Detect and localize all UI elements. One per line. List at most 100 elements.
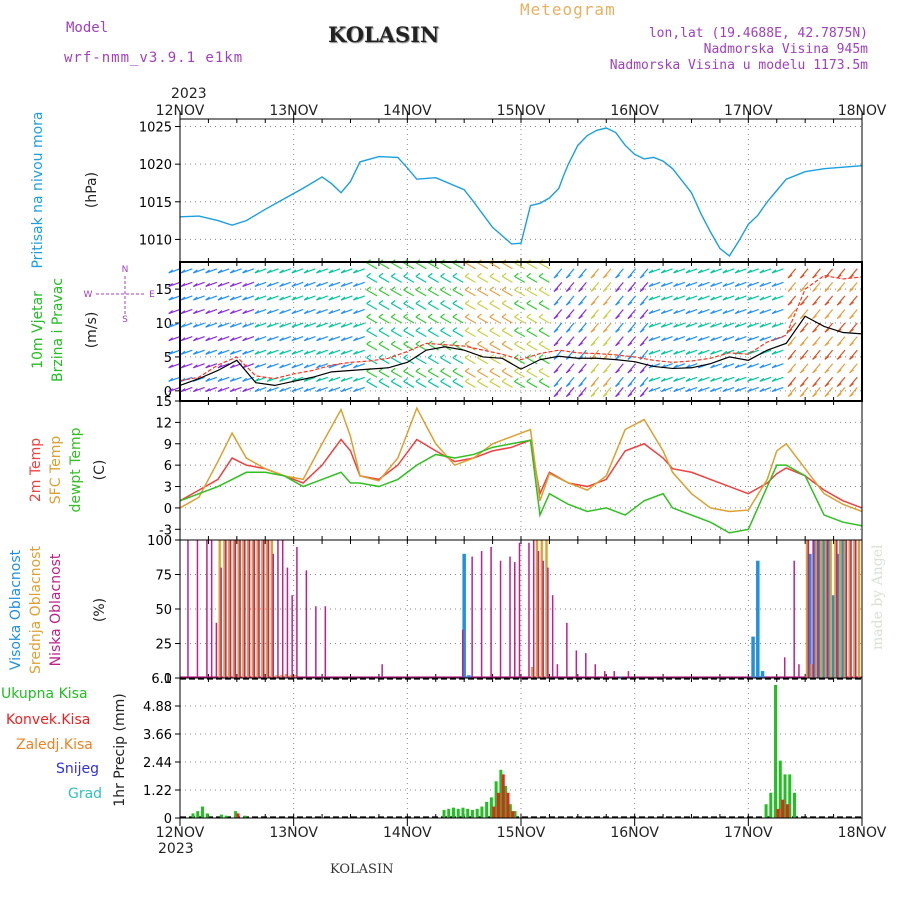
wind-barb [378,289,390,297]
wind-barb-flag [747,323,752,328]
wind-barb-flag [824,382,830,387]
cloud-bar [531,666,534,678]
wind-barb-flag [812,328,817,333]
wind-barb-flag [710,323,715,328]
cloud-bar [381,664,383,678]
cloud-bar [834,540,837,678]
wind-barb-flag [849,393,854,398]
precip-bar [234,811,238,818]
wind-barb-flag [254,364,260,369]
precip-bar [485,801,489,818]
wind-barb-flag [836,301,842,306]
wind-barb-flag [180,350,186,355]
cloud-bar [810,664,813,678]
wind-barb-flag [403,299,408,304]
wind-barb [489,357,501,365]
wind-barb-flag [378,354,384,359]
wind-barb-flag [477,272,482,277]
wind-barb-flag [602,369,608,374]
wind-barb-flag [759,310,765,315]
konvek-kisa-bars [236,774,789,818]
wind-barb-flag [590,393,596,398]
wind-barb-flag [602,382,608,387]
cloud-bar [265,540,269,678]
wind-barb [514,380,526,388]
wind-barb-flag [378,377,384,382]
wind-barb [390,380,402,388]
wind-barb-flag [849,274,854,279]
cloud-bar [490,546,492,678]
cloud-bar [263,540,265,678]
wind-barb-flag [526,299,532,304]
wind-barb-flag [787,369,793,374]
wind-barb-flag [242,296,247,301]
wind-barb-flag [771,269,777,274]
precip-bar [470,809,474,818]
wind-barb-flag [452,272,458,277]
wind-barb-flag [578,328,584,333]
wind-barb-flag [353,310,358,315]
wind-barb-flag [192,388,198,393]
wind-barb [403,380,415,388]
wind-barb-flag [452,313,458,318]
wind-barb [440,262,452,270]
wind-barb-flag [747,388,752,393]
wind-barb-flag [266,282,272,287]
precip-bar [205,813,209,818]
wind-barb-flag [168,282,174,287]
wind-barb-flag [452,354,458,359]
wind-barb-flag [771,282,777,287]
wind-barb-flag [340,282,346,287]
wind-barb-flag [477,367,482,372]
wind-barb [489,370,501,378]
wind-barb [538,316,550,324]
wind-barb-flag [242,350,247,355]
y-tick-label: 12 [155,416,172,431]
wind-barb [415,316,427,324]
wind-barb-flag [799,274,805,279]
wind-barb-flag [836,393,842,398]
cloud-bar [242,540,245,678]
y-tick-label: 50 [155,603,172,618]
wind-barb-flag [799,355,805,360]
wind-barb [415,262,427,270]
wind-barb-flag [217,282,223,287]
wind-barb-flag [710,350,715,355]
wind-barb-flag [217,323,223,328]
wind-barb-flag [771,350,777,355]
wind-barb-flag [759,388,765,393]
wind-barb-flag [747,377,752,382]
wind-barb-flag [565,315,571,320]
wind-barb-flag [673,350,678,355]
wind-barb-flag [747,337,752,342]
wind-barb-flag [578,382,584,387]
wind-barb-flag [192,282,198,287]
wind-barb-flag [787,382,793,387]
wind-barb-flag [279,296,284,301]
wind-barb-flag [328,337,334,342]
wind-barb-flag [291,388,297,393]
srednja-oblacnost-bars [218,540,861,678]
niska-oblacnost-bars [187,540,857,678]
y-tick-label: 6 [164,459,172,474]
wind-barb-flag [787,288,793,293]
wind-barb-flag [734,388,740,393]
wind-barb-flag [303,282,309,287]
wind-barb-flag [771,310,777,315]
cloud-bar [556,664,559,678]
wind-barb-flag [477,340,482,345]
wind-barb-flag [849,369,854,374]
wind-barb [403,262,415,270]
wind-barb-flag [403,286,408,291]
wind-barb-flag [452,286,458,291]
wind-barb-flag [697,269,703,274]
wind-barb-flag [639,369,645,374]
wind-barb-flag [824,355,830,360]
cloud-bar [822,540,826,678]
wind-barb-flag [452,367,458,372]
wind-barb-flag [440,377,445,382]
wind-barb-flag [697,388,703,393]
wind-barb [477,357,489,365]
cloud-bar [760,671,765,678]
